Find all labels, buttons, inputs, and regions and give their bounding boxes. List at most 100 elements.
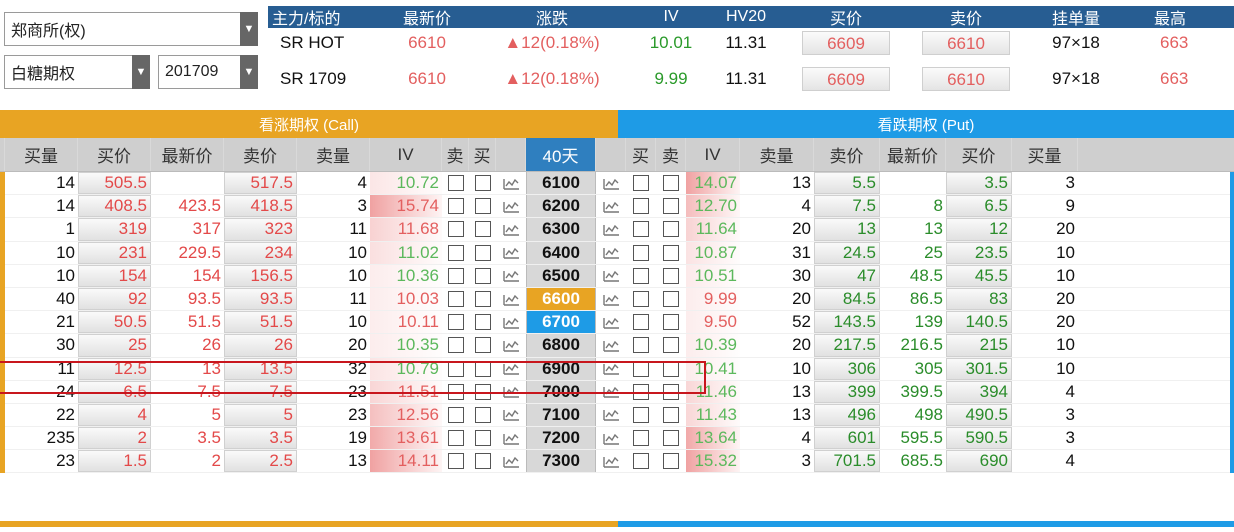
chart-icon[interactable] (602, 362, 620, 375)
checkbox-box[interactable] (633, 406, 649, 423)
call-chart-icon[interactable] (496, 265, 526, 287)
checkbox-box[interactable] (447, 221, 464, 238)
call-buy-checkbox[interactable] (469, 242, 496, 264)
call-bid-price[interactable]: 25 (78, 334, 151, 357)
checkbox-box[interactable] (447, 244, 464, 261)
call-buy-checkbox[interactable] (469, 334, 496, 356)
checkbox-box[interactable] (474, 198, 491, 215)
put-sell-checkbox[interactable] (656, 242, 686, 264)
call-chart-icon[interactable] (496, 404, 526, 426)
call-bid-price[interactable]: 154 (78, 264, 151, 287)
call-chart-icon[interactable] (496, 242, 526, 264)
option-row[interactable]: 10 231 229.5 234 10 11.02 6400 10.87 31 24.5 25 23.… (5, 241, 1230, 265)
put-bid-price[interactable]: 83 (946, 287, 1012, 311)
chart-icon[interactable] (602, 432, 620, 445)
put-sell-checkbox[interactable] (656, 381, 686, 403)
checkbox-box[interactable] (447, 406, 464, 423)
call-ask-price[interactable]: 156.5 (224, 264, 297, 287)
checkbox-box[interactable] (474, 291, 491, 308)
put-ask-price[interactable]: 47 (814, 264, 880, 287)
put-chart-icon[interactable] (596, 427, 626, 449)
put-ask-price[interactable]: 217.5 (814, 334, 880, 357)
chart-icon[interactable] (502, 269, 520, 283)
put-chart-icon[interactable] (596, 288, 626, 310)
put-chart-icon[interactable] (596, 334, 626, 356)
option-row[interactable]: 30 25 26 26 20 10.35 6800 10.39 20 217.5 216.5 215 1… (5, 334, 1230, 358)
chart-icon[interactable] (502, 223, 520, 236)
chart-icon[interactable] (502, 339, 520, 352)
put-sell-checkbox[interactable] (656, 334, 686, 356)
put-buy-checkbox[interactable] (626, 334, 656, 356)
put-ask-price[interactable]: 143.5 (814, 311, 880, 334)
call-ask-price[interactable]: 51.5 (224, 311, 297, 334)
put-sell-checkbox[interactable] (656, 218, 686, 240)
chart-icon[interactable] (502, 200, 520, 213)
call-buy-checkbox[interactable] (469, 427, 496, 449)
chevron-down-icon[interactable]: ▼ (240, 12, 258, 46)
chart-icon[interactable] (602, 339, 620, 352)
chart-icon[interactable] (602, 293, 620, 306)
checkbox-box[interactable] (474, 267, 491, 284)
checkbox-box[interactable] (663, 314, 679, 331)
checkbox-box[interactable] (474, 406, 491, 423)
futures-bid-button[interactable]: 6609 (802, 67, 890, 91)
put-ask-price[interactable]: 84.5 (814, 287, 880, 311)
call-bid-price[interactable]: 4 (78, 403, 151, 427)
put-bid-price[interactable]: 3.5 (946, 172, 1012, 195)
checkbox-box[interactable] (663, 406, 679, 423)
checkbox-box[interactable] (663, 383, 679, 400)
put-bid-price[interactable]: 490.5 (946, 403, 1012, 427)
put-bid-price[interactable]: 690 (946, 450, 1012, 473)
put-ask-price[interactable]: 306 (814, 357, 880, 380)
checkbox-box[interactable] (663, 267, 679, 284)
put-buy-checkbox[interactable] (626, 427, 656, 449)
option-row[interactable]: 14 505.5 517.5 4 10.72 6100 14.07 13 5.5 3.5 3 (5, 172, 1230, 196)
chevron-down-icon[interactable]: ▼ (240, 55, 258, 89)
checkbox-box[interactable] (474, 221, 491, 238)
put-ask-price[interactable]: 24.5 (814, 241, 880, 264)
checkbox-box[interactable] (663, 221, 679, 238)
put-buy-checkbox[interactable] (626, 242, 656, 264)
call-buy-checkbox[interactable] (469, 172, 496, 194)
chart-icon[interactable] (602, 177, 620, 190)
checkbox-box[interactable] (663, 291, 679, 308)
checkbox-box[interactable] (663, 244, 679, 261)
put-sell-checkbox[interactable] (656, 450, 686, 472)
checkbox-box[interactable] (474, 244, 491, 261)
option-row[interactable]: 1 319 317 323 11 11.68 6300 11.64 20 13 13 12 20 (5, 218, 1230, 242)
put-buy-checkbox[interactable] (626, 404, 656, 426)
call-ask-price[interactable]: 26 (224, 334, 297, 357)
call-ask-price[interactable]: 2.5 (224, 450, 297, 473)
call-buy-checkbox[interactable] (469, 404, 496, 426)
call-sell-checkbox[interactable] (442, 265, 469, 287)
chart-icon[interactable] (602, 316, 620, 329)
put-bid-price[interactable]: 140.5 (946, 311, 1012, 334)
chart-icon[interactable] (502, 455, 520, 468)
chart-icon[interactable] (602, 223, 620, 236)
call-bid-price[interactable]: 6.5 (78, 380, 151, 403)
put-buy-checkbox[interactable] (626, 265, 656, 287)
call-sell-checkbox[interactable] (442, 404, 469, 426)
put-bid-price[interactable]: 301.5 (946, 357, 1012, 380)
checkbox-box[interactable] (474, 314, 491, 331)
futures-ask-button[interactable]: 6610 (922, 31, 1010, 55)
put-buy-checkbox[interactable] (626, 172, 656, 194)
call-buy-checkbox[interactable] (469, 195, 496, 217)
call-sell-checkbox[interactable] (442, 172, 469, 194)
call-bid-price[interactable]: 408.5 (78, 195, 151, 218)
put-buy-checkbox[interactable] (626, 450, 656, 472)
futures-ask-button[interactable]: 6610 (922, 67, 1010, 91)
put-ask-price[interactable]: 5.5 (814, 172, 880, 195)
put-bid-price[interactable]: 12 (946, 218, 1012, 241)
chart-icon[interactable] (502, 362, 520, 375)
put-buy-checkbox[interactable] (626, 195, 656, 217)
checkbox-box[interactable] (447, 291, 464, 308)
call-chart-icon[interactable] (496, 195, 526, 217)
put-chart-icon[interactable] (596, 311, 626, 333)
checkbox-box[interactable] (663, 453, 679, 470)
call-sell-checkbox[interactable] (442, 334, 469, 356)
option-row[interactable]: 14 408.5 423.5 418.5 3 15.74 6200 12.70 4 7.5 8 6.5… (5, 195, 1230, 219)
put-sell-checkbox[interactable] (656, 288, 686, 310)
option-row[interactable]: 40 92 93.5 93.5 11 10.03 6600 9.99 20 84.5 86.5 83 2… (5, 287, 1230, 312)
chart-icon[interactable] (502, 432, 520, 445)
